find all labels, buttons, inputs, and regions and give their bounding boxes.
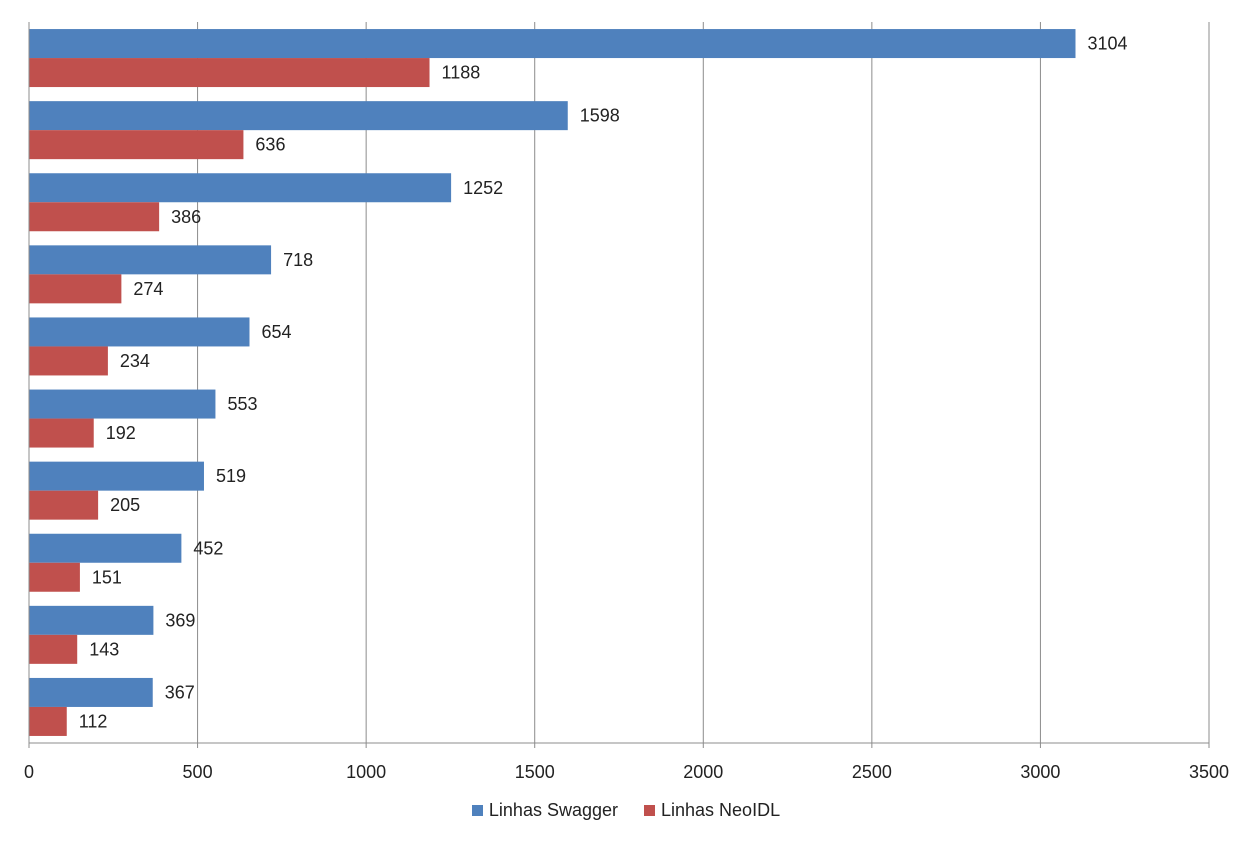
data-label-linhas-neoidl-2: 386 [171, 207, 201, 227]
data-label-linhas-neoidl-0: 1188 [442, 63, 481, 83]
data-label-linhas-swagger-5: 553 [227, 394, 257, 414]
data-label-linhas-neoidl-7: 151 [92, 567, 122, 587]
legend-swatch-swagger [471, 805, 483, 816]
bar-linhas-swagger-0 [29, 29, 1076, 59]
bar-linhas-swagger-7 [29, 533, 182, 563]
bar-linhas-swagger-1 [29, 101, 568, 131]
bar-linhas-swagger-2 [29, 173, 452, 203]
legend: Linhas Swagger Linhas NeoIDL [0, 800, 1252, 821]
legend-label-neoidl: Linhas NeoIDL [661, 800, 781, 820]
data-label-linhas-swagger-8: 369 [165, 610, 195, 630]
data-labels: 3104 1598 1252 718 654 553 519 452 369 367 1188 636… [79, 34, 1128, 732]
gridlines [197, 22, 1210, 743]
bars [29, 29, 1076, 736]
data-label-linhas-neoidl-8: 143 [89, 639, 119, 659]
data-label-linhas-neoidl-9: 112 [79, 711, 108, 731]
bar-linhas-neoidl-9 [29, 706, 67, 736]
legend-item-neoidl: Linhas NeoIDL [644, 800, 780, 821]
legend-label-swagger: Linhas Swagger [488, 800, 618, 820]
bar-linhas-swagger-5 [29, 389, 216, 419]
bar-linhas-swagger-8 [29, 605, 154, 635]
x-axis: 0 500 1000 1500 2000 2500 3000 3500 [24, 22, 1229, 782]
bar-linhas-neoidl-3 [29, 274, 122, 304]
data-label-linhas-swagger-2: 1252 [463, 178, 503, 198]
data-label-linhas-swagger-6: 519 [216, 466, 246, 486]
data-label-linhas-neoidl-4: 234 [120, 351, 150, 371]
data-label-linhas-swagger-4: 654 [261, 322, 291, 342]
x-tick-label-3500: 3500 [1189, 762, 1229, 782]
bar-linhas-neoidl-2 [29, 202, 160, 232]
bar-linhas-neoidl-5 [29, 418, 94, 448]
bar-linhas-neoidl-1 [29, 130, 244, 160]
data-label-linhas-neoidl-1: 636 [255, 135, 285, 155]
data-label-linhas-neoidl-6: 205 [110, 495, 140, 515]
bar-linhas-swagger-6 [29, 461, 204, 491]
bar-linhas-swagger-4 [29, 317, 250, 347]
bar-linhas-neoidl-7 [29, 562, 80, 592]
data-label-linhas-swagger-9: 367 [165, 682, 195, 702]
x-tick-label-500: 500 [183, 762, 213, 782]
bar-linhas-neoidl-0 [29, 58, 430, 88]
x-tick-label-3000: 3000 [1020, 762, 1060, 782]
x-tick-label-1500: 1500 [515, 762, 555, 782]
x-tick-label-1000: 1000 [346, 762, 386, 782]
bar-linhas-neoidl-6 [29, 490, 99, 520]
x-tick-label-0: 0 [24, 762, 34, 782]
bar-linhas-swagger-3 [29, 245, 272, 275]
data-label-linhas-neoidl-5: 192 [106, 423, 136, 443]
x-tick-label-2500: 2500 [852, 762, 892, 782]
bar-linhas-neoidl-4 [29, 346, 108, 376]
x-tick-label-2000: 2000 [683, 762, 723, 782]
data-label-linhas-swagger-0: 3104 [1087, 34, 1127, 54]
data-label-linhas-swagger-7: 452 [193, 538, 223, 558]
legend-swatch-neoidl [644, 805, 655, 816]
legend-item-swagger: Linhas Swagger [471, 800, 618, 821]
data-label-linhas-swagger-1: 1598 [580, 106, 620, 126]
data-label-linhas-neoidl-3: 274 [133, 279, 163, 299]
bar-linhas-swagger-9 [29, 677, 153, 707]
bar-chart: 3104 1598 1252 718 654 553 519 452 369 367 1188 636… [24, 22, 1229, 782]
bar-linhas-neoidl-8 [29, 634, 78, 664]
data-label-linhas-swagger-3: 718 [283, 250, 313, 270]
